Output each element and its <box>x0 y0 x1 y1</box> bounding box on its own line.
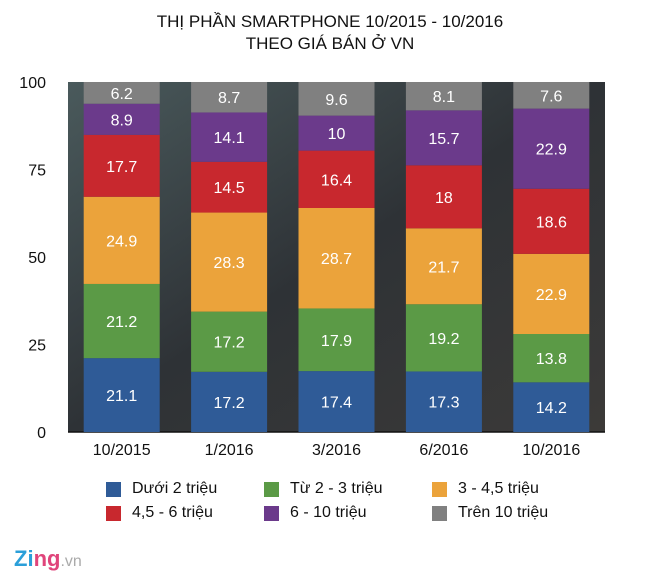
legend-item: 3 - 4,5 triệu <box>432 480 539 498</box>
bar-segment <box>83 196 160 284</box>
bar-segment <box>191 161 268 213</box>
data-label: 28.3 <box>214 255 245 272</box>
data-label: 8.9 <box>111 112 133 129</box>
data-label: 17.2 <box>214 335 245 352</box>
data-label: 18.6 <box>536 214 567 231</box>
bar-segment <box>83 358 160 432</box>
data-label: 15.7 <box>428 131 459 148</box>
data-label: 9.6 <box>325 92 347 109</box>
data-label: 14.2 <box>536 400 567 417</box>
bar-segment <box>191 371 268 432</box>
bar-segment <box>83 134 160 197</box>
data-label: 14.1 <box>214 130 245 147</box>
x-tick-label: 10/2016 <box>522 442 580 459</box>
data-label: 22.9 <box>536 287 567 304</box>
bar-segment <box>513 108 590 189</box>
bar-segment <box>405 304 482 372</box>
bar-segment <box>405 371 482 432</box>
bar-segment <box>191 212 268 312</box>
x-tick-label: 1/2016 <box>205 442 254 459</box>
data-label: 28.7 <box>321 251 352 268</box>
legend-swatch <box>432 505 447 521</box>
y-tick-label: 50 <box>28 250 46 267</box>
bar-segment <box>405 165 482 229</box>
bar-segment <box>191 311 268 372</box>
legend-swatch <box>264 481 279 497</box>
data-label: 24.9 <box>106 233 137 250</box>
bar-segment <box>191 112 268 162</box>
bar-segment <box>298 115 375 151</box>
data-label: 17.4 <box>321 395 352 412</box>
legend-item: 4,5 - 6 triệu <box>106 504 213 522</box>
data-label: 21.7 <box>428 259 459 276</box>
x-tick-label: 3/2016 <box>312 442 361 459</box>
bar-segment <box>83 103 160 135</box>
data-label: 16.4 <box>321 172 352 189</box>
data-label: 17.9 <box>321 333 352 350</box>
legend-label: Trên 10 triệu <box>458 504 549 521</box>
legend-label: 6 - 10 triệu <box>290 504 367 521</box>
data-label: 17.7 <box>106 159 137 176</box>
data-label: 10 <box>328 126 346 143</box>
legend-swatch <box>432 481 447 497</box>
data-label: 22.9 <box>536 142 567 159</box>
y-tick-label: 100 <box>19 75 46 92</box>
bar-segment <box>83 283 160 359</box>
bar-segment <box>513 334 590 383</box>
data-label: 17.3 <box>428 395 459 412</box>
data-label: 8.1 <box>433 89 455 106</box>
legend-swatch <box>264 505 279 521</box>
x-tick-label: 6/2016 <box>419 442 468 459</box>
bar-segment <box>513 82 590 109</box>
bar-segment <box>513 253 590 334</box>
bar-segment <box>298 371 375 432</box>
legend-item: Dưới 2 triệu <box>106 480 217 498</box>
legend-swatch <box>106 481 121 497</box>
bar-segment <box>405 82 482 111</box>
bar-segment <box>191 82 268 113</box>
data-label: 21.1 <box>106 388 137 405</box>
y-tick-label: 25 <box>28 338 46 355</box>
bar-segment <box>405 110 482 166</box>
legend-item: 6 - 10 triệu <box>264 504 366 522</box>
data-label: 13.8 <box>536 351 567 368</box>
bar-segment <box>405 228 482 305</box>
legend-label: Dưới 2 triệu <box>132 480 218 497</box>
data-label: 21.2 <box>106 314 137 331</box>
bar-segment <box>298 150 375 208</box>
data-label: 19.2 <box>428 331 459 348</box>
legend-item: Từ 2 - 3 triệu <box>264 480 383 498</box>
x-tick-label: 10/2015 <box>93 442 151 459</box>
chart-subtitle: THEO GIÁ BÁN Ở VN <box>245 34 415 53</box>
bar-segment <box>513 188 590 254</box>
bar-segment <box>298 308 375 372</box>
data-label: 7.6 <box>540 88 562 105</box>
legend-label: Từ 2 - 3 triệu <box>290 480 383 497</box>
legend-label: 4,5 - 6 triệu <box>132 504 213 521</box>
zing-logo: Zing.vn <box>14 546 82 571</box>
y-tick-label: 75 <box>28 163 46 180</box>
legend-item: Trên 10 triệu <box>432 504 548 522</box>
chart-title: THỊ PHẦN SMARTPHONE 10/2015 - 10/2016 <box>156 12 504 31</box>
data-label: 18 <box>435 190 453 207</box>
legend-label: 3 - 4,5 triệu <box>458 480 539 497</box>
bar-segment <box>83 82 160 104</box>
data-label: 17.2 <box>214 395 245 412</box>
legend-swatch <box>106 505 121 521</box>
bar-segment <box>513 382 590 432</box>
bar-segment <box>298 82 375 116</box>
data-label: 8.7 <box>218 90 240 107</box>
bar-segment <box>298 208 375 309</box>
data-label: 14.5 <box>214 180 245 197</box>
data-label: 6.2 <box>111 86 133 103</box>
y-tick-label: 0 <box>37 425 46 442</box>
